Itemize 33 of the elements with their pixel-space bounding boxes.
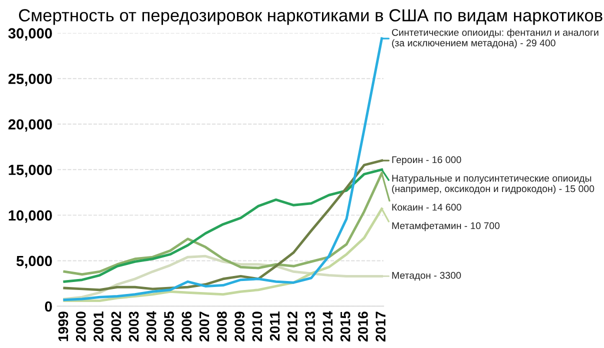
y-tick-label: 30,000: [8, 28, 52, 41]
y-tick-label: 5,000: [16, 256, 52, 268]
y-tick-label: 25,000: [8, 74, 52, 86]
y-tick-label: 20,000: [8, 119, 52, 132]
x-tick-label: 2014: [322, 311, 333, 342]
text: Кокаин - 14 600: [392, 204, 462, 211]
legend-label: Метадон - 3300: [392, 272, 461, 281]
series-label: Метамфетамин - 10 700: [392, 222, 500, 232]
x-tick-label: 2000: [76, 312, 86, 342]
x-tick-label: 2008: [217, 312, 227, 342]
x-tick-label: 2010: [252, 312, 262, 342]
x-tick-label: 2017: [376, 312, 386, 342]
y-tick-label: 10,000: [8, 210, 52, 223]
chart-title: Смертность от передозировок наркотиками в США по видам наркотиков: [19, 9, 602, 25]
legend-label: Синтетические опиоиды: фентанил и аналоги (за исключением метадона) - 29 400: [392, 28, 598, 48]
x-tick-label: 2016: [358, 312, 368, 342]
x-tick-label: 2015: [340, 311, 350, 342]
legend-label: Героин - 16 000: [392, 156, 462, 166]
x-tick-label: 2005: [164, 311, 174, 342]
x-tick-label: 2004: [146, 311, 156, 342]
x-tick-label: 2007: [199, 312, 210, 342]
x-tick-label: 1999: [58, 312, 68, 342]
x-tick-label: 2001: [94, 311, 104, 342]
x-tick-label: 2003: [128, 312, 139, 342]
x-tick-label: 2011: [270, 311, 280, 341]
x-tick-label: 2009: [234, 312, 244, 342]
y-tick-label: 15,000: [8, 164, 52, 178]
x-tick-label: 2012: [288, 312, 298, 342]
legend-label: Натуральные и полусинтетические опиоиды (например, оксикодон и гидрокодон) - 15 000: [392, 174, 594, 194]
x-tick-label: 2006: [182, 312, 192, 342]
x-tick-label: 2013: [305, 312, 316, 342]
y-tick-label: 0: [44, 301, 52, 312]
x-tick-label: 2002: [111, 312, 122, 342]
